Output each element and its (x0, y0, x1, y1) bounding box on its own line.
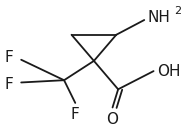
Text: NH: NH (148, 10, 171, 25)
Text: 2: 2 (174, 6, 181, 16)
Text: F: F (5, 77, 14, 92)
Text: O: O (107, 112, 119, 127)
Text: OH: OH (157, 64, 181, 79)
Text: F: F (71, 108, 80, 122)
Text: F: F (5, 50, 14, 65)
